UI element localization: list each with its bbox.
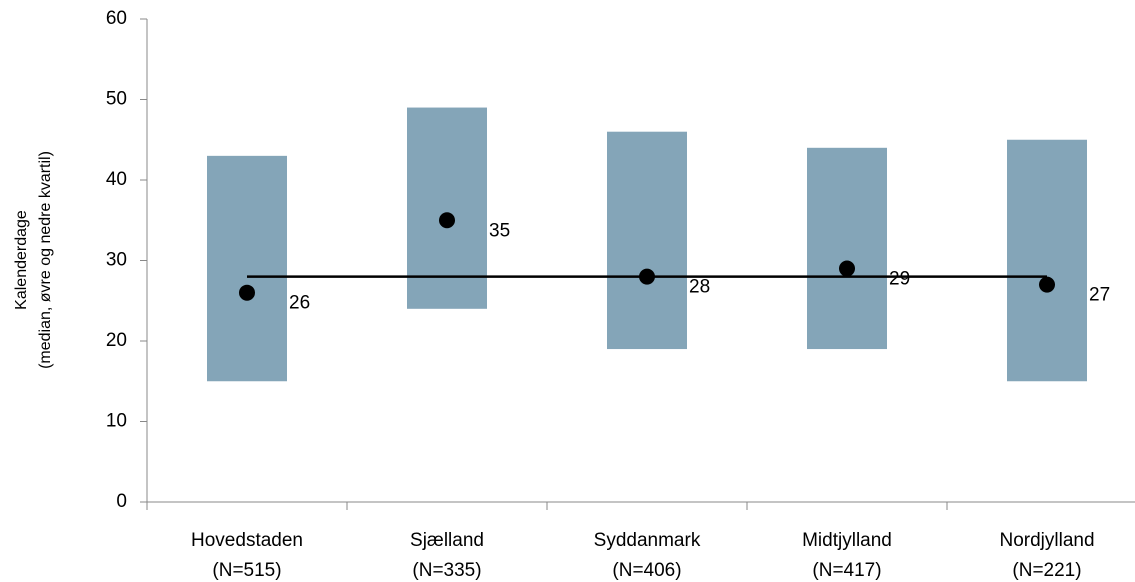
y-tick-label: 10 xyxy=(106,411,127,432)
x-tick-label: (N=417) xyxy=(812,560,881,581)
data-label: 35 xyxy=(489,220,510,241)
median-dot xyxy=(839,260,855,277)
y-tick-label: 0 xyxy=(116,491,127,512)
data-label: 29 xyxy=(889,269,910,290)
x-tick-label: (N=406) xyxy=(612,560,681,581)
quartile-bar xyxy=(807,147,887,350)
median-dot xyxy=(1039,276,1055,293)
data-label: 28 xyxy=(689,277,710,298)
quartile-bar xyxy=(607,131,687,350)
x-tick-label: (N=221) xyxy=(1012,560,1081,581)
y-axis-label: Kalenderdage xyxy=(13,210,30,310)
median-dot xyxy=(639,268,655,285)
median-dot xyxy=(439,212,455,229)
y-tick-label: 60 xyxy=(106,8,127,29)
y-tick-label: 20 xyxy=(106,330,127,351)
data-label: 26 xyxy=(289,293,310,314)
y-tick-label: 50 xyxy=(106,89,127,110)
quartile-bar xyxy=(207,155,287,382)
median-dot xyxy=(239,284,255,301)
y-tick-label: 40 xyxy=(106,169,127,190)
x-tick-label: (N=335) xyxy=(412,560,481,581)
quartile-bar xyxy=(407,107,487,309)
data-label: 27 xyxy=(1089,285,1110,306)
x-tick-label: Hovedstaden xyxy=(191,530,303,551)
x-tick-label: Sjælland xyxy=(410,530,484,551)
x-tick-label: Syddanmark xyxy=(594,530,701,551)
y-tick-label: 30 xyxy=(106,250,127,271)
quartile-bar xyxy=(1007,139,1087,382)
x-tick-label: (N=515) xyxy=(212,560,281,581)
x-tick-label: Midtjylland xyxy=(802,530,892,551)
x-tick-label: Nordjylland xyxy=(999,530,1094,551)
y-axis-label: (median, øvre og nedre kvartil) xyxy=(37,151,54,369)
